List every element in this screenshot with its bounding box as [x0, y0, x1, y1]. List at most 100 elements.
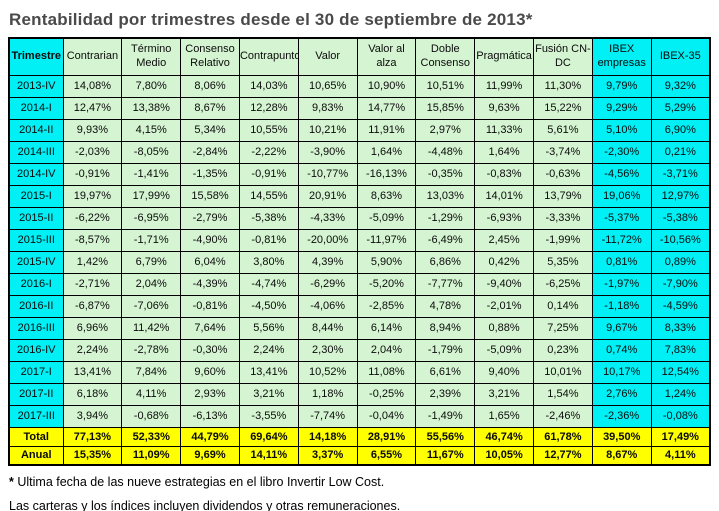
value-cell: -8,05% [121, 140, 182, 164]
value-cell: 6,79% [121, 250, 182, 274]
value-cell: 8,94% [415, 316, 476, 340]
row-label-cell: 2015-II [8, 206, 64, 230]
value-cell: 15,35% [62, 445, 123, 466]
row-label-cell: 2015-I [8, 184, 64, 208]
value-cell: -4,74% [238, 272, 299, 296]
value-cell: 4,78% [415, 294, 476, 318]
row-label-cell: 2016-IV [8, 338, 64, 362]
value-cell: 13,03% [415, 184, 476, 208]
value-cell: 7,25% [533, 316, 593, 340]
value-cell: 9,67% [591, 316, 652, 340]
value-cell: -4,39% [180, 272, 240, 296]
value-cell: 11,91% [356, 118, 417, 142]
value-cell: -1,71% [121, 228, 182, 252]
value-cell: 4,15% [121, 118, 182, 142]
value-cell: 15,85% [415, 96, 476, 120]
value-cell: 39,50% [591, 426, 652, 447]
value-cell: 5,10% [591, 118, 652, 142]
value-cell: 5,56% [238, 316, 299, 340]
value-cell: 9,93% [62, 118, 123, 142]
value-cell: 1,54% [533, 382, 593, 406]
value-cell: 3,94% [62, 404, 123, 428]
value-cell: 9,29% [591, 96, 652, 120]
value-cell: -11,72% [591, 228, 652, 252]
value-cell: 3,21% [474, 382, 534, 406]
value-cell: 2,45% [474, 228, 534, 252]
value-cell: 14,01% [474, 184, 534, 208]
quarter-row-2014-iv: 2014-IV -0,91% -1,41% -1,35% -0,91% -10,77% -1… [8, 162, 711, 186]
value-cell: -0,81% [238, 228, 299, 252]
value-cell: 14,03% [238, 74, 299, 98]
value-cell: 4,11% [121, 382, 182, 406]
column-header-fusion-cn-dc: Fusión CN-DC [533, 37, 593, 76]
value-cell: -10,77% [297, 162, 358, 186]
column-header-pragmatica: Pragmática [474, 37, 534, 76]
value-cell: 17,99% [121, 184, 182, 208]
value-cell: 7,80% [121, 74, 182, 98]
value-cell: 0,89% [650, 250, 711, 274]
value-cell: 5,61% [533, 118, 593, 142]
value-cell: 12,77% [533, 445, 593, 466]
value-cell: -20,00% [297, 228, 358, 252]
value-cell: 6,90% [650, 118, 711, 142]
value-cell: 3,21% [238, 382, 299, 406]
value-cell: 14,77% [356, 96, 417, 120]
quarter-row-2015-i: 2015-I 19,97% 17,99% 15,58% 14,55% 20,91% 8,63… [8, 184, 711, 208]
value-cell: 11,67% [415, 445, 476, 466]
value-cell: 10,17% [591, 360, 652, 384]
value-cell: -1,18% [591, 294, 652, 318]
value-cell: 2,97% [415, 118, 476, 142]
header-row: Trimestre Contrarian Término Medio Consenso… [8, 37, 711, 76]
value-cell: -0,91% [62, 162, 123, 186]
value-cell: 14,55% [238, 184, 299, 208]
value-cell: 8,67% [180, 96, 240, 120]
value-cell: 12,54% [650, 360, 711, 384]
value-cell: 46,74% [474, 426, 534, 447]
value-cell: 12,97% [650, 184, 711, 208]
value-cell: 2,24% [62, 338, 123, 362]
quarter-row-2016-iv: 2016-IV 2,24% -2,78% -0,30% 2,24% 2,30% 2,04% -… [8, 338, 711, 362]
value-cell: -0,83% [474, 162, 534, 186]
quarter-row-2014-ii: 2014-II 9,93% 4,15% 5,34% 10,55% 10,21% 11,91%… [8, 118, 711, 142]
value-cell: 10,51% [415, 74, 476, 98]
value-cell: 0,81% [591, 250, 652, 274]
value-cell: 8,06% [180, 74, 240, 98]
row-label-cell: 2017-II [8, 382, 64, 406]
footnote-low-cost: * Ultima fecha de las nueve estrategias … [9, 475, 719, 489]
value-cell: 52,33% [121, 426, 182, 447]
value-cell: 12,28% [238, 96, 299, 120]
value-cell: 10,52% [297, 360, 358, 384]
value-cell: 10,05% [474, 445, 534, 466]
value-cell: 6,86% [415, 250, 476, 274]
value-cell: 10,21% [297, 118, 358, 142]
quarter-row-2017-ii: 2017-II 6,18% 4,11% 2,93% 3,21% 1,18% -0,25% 2,… [8, 382, 711, 406]
value-cell: 3,37% [297, 445, 358, 466]
value-cell: 1,64% [356, 140, 417, 164]
summary-row-total: Total 77,13% 52,33% 44,79% 69,64% 14,18% 28,91… [8, 426, 711, 447]
column-header-ibex-empresas: IBEX empresas [591, 37, 652, 76]
row-label-cell: 2017-III [8, 404, 64, 428]
value-cell: 1,24% [650, 382, 711, 406]
value-cell: 2,93% [180, 382, 240, 406]
footnotes: * Ultima fecha de las nueve estrategias … [9, 475, 719, 511]
value-cell: 9,60% [180, 360, 240, 384]
quarter-row-2014-i: 2014-I 12,47% 13,38% 8,67% 12,28% 9,83% 14,77%… [8, 96, 711, 120]
value-cell: 2,04% [121, 272, 182, 296]
value-cell: 5,35% [533, 250, 593, 274]
value-cell: 7,64% [180, 316, 240, 340]
value-cell: 7,84% [121, 360, 182, 384]
value-cell: -5,09% [474, 338, 534, 362]
value-cell: -0,68% [121, 404, 182, 428]
value-cell: -5,37% [591, 206, 652, 230]
row-label-cell: Total [8, 426, 64, 447]
column-header-termino-medio: Término Medio [121, 37, 182, 76]
value-cell: 6,04% [180, 250, 240, 274]
quarter-row-2014-iii: 2014-III -2,03% -8,05% -2,84% -2,22% -3,90% 1,… [8, 140, 711, 164]
value-cell: 1,42% [62, 250, 123, 274]
value-cell: 3,80% [238, 250, 299, 274]
value-cell: -1,29% [415, 206, 476, 230]
value-cell: 28,91% [356, 426, 417, 447]
value-cell: -7,77% [415, 272, 476, 296]
value-cell: 11,33% [474, 118, 534, 142]
value-cell: -5,20% [356, 272, 417, 296]
